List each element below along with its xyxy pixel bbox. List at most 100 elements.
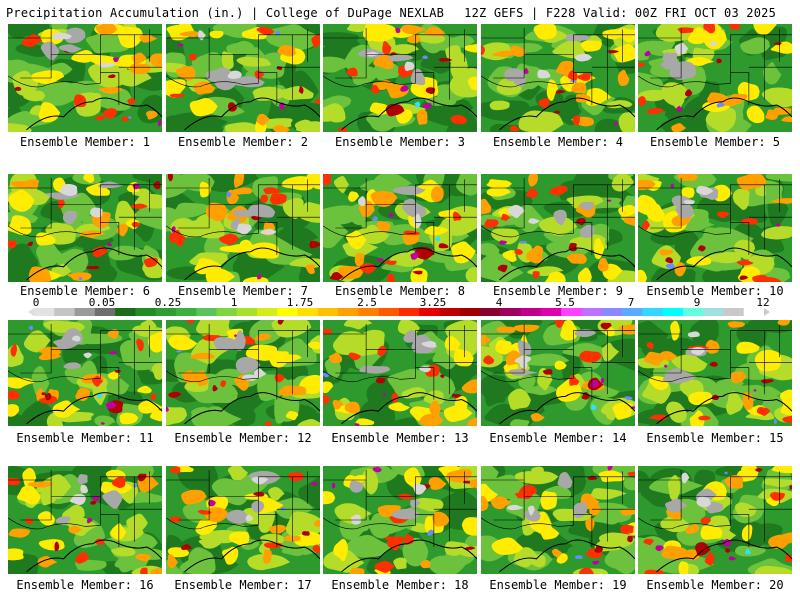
ensemble-member-caption: Ensemble Member: 11 xyxy=(16,431,154,445)
colorbar-segment xyxy=(257,308,278,316)
ensemble-member-caption: Ensemble Member: 17 xyxy=(174,578,312,592)
colorbar-segment xyxy=(682,308,704,316)
colorbar-segment xyxy=(196,308,217,316)
colorbar-tick-label: 1 xyxy=(230,296,238,309)
colorbar-segment xyxy=(115,308,136,316)
colorbar-segment xyxy=(155,308,177,316)
ensemble-member-caption: Ensemble Member: 14 xyxy=(489,431,627,445)
ensemble-map-panel xyxy=(638,24,792,132)
colorbar-right-arrow xyxy=(764,308,770,316)
colorbar-tick-label: 3.25 xyxy=(419,296,447,309)
precipitation-map xyxy=(8,24,162,132)
colorbar-segment xyxy=(94,308,116,316)
product-title: Precipitation Accumulation (in.) | Colle… xyxy=(6,6,445,20)
ensemble-member-caption: Ensemble Member: 13 xyxy=(331,431,469,445)
colorbar-tick-label: 0 xyxy=(32,296,40,309)
precipitation-map xyxy=(638,466,792,574)
ensemble-map-panel xyxy=(323,24,477,132)
precipitation-map xyxy=(638,24,792,132)
colorbar-segment xyxy=(480,308,501,316)
colorbar-segment xyxy=(378,308,400,316)
ensemble-map-panel xyxy=(638,174,792,282)
colorbar-segment xyxy=(642,308,664,316)
ensemble-member-caption: Ensemble Member: 10 xyxy=(646,284,784,298)
precipitation-map xyxy=(166,174,320,282)
colorbar-segment xyxy=(34,308,55,316)
colorbar-labels: 0 0.05 0.25 1 1.75 2.5 3.25 4 5.5 7 9 12 xyxy=(0,296,800,309)
ensemble-member-caption: Ensemble Member: 16 xyxy=(16,578,154,592)
ensemble-member-caption: Ensemble Member: 3 xyxy=(334,135,466,149)
ensemble-member-caption: Ensemble Member: 5 xyxy=(649,135,781,149)
colorbar-segment xyxy=(743,308,764,316)
ensemble-map-panel xyxy=(8,174,162,282)
colorbar-segment xyxy=(216,308,238,316)
ensemble-map-panel xyxy=(166,466,320,574)
colorbar-segment xyxy=(419,308,441,316)
precipitation-map xyxy=(8,320,162,426)
precipitation-map xyxy=(323,466,477,574)
colorbar-tick-label: 12 xyxy=(756,296,770,309)
colorbar-segment xyxy=(297,308,319,316)
colorbar-segment xyxy=(459,308,481,316)
ensemble-map-panel xyxy=(481,320,635,426)
colorbar-segment xyxy=(703,308,724,316)
ensemble-map-panel xyxy=(481,466,635,574)
precipitation-map xyxy=(323,174,477,282)
precipitation-map xyxy=(638,174,792,282)
colorbar-tick-label: 5.5 xyxy=(555,296,575,309)
ensemble-member-caption: Ensemble Member: 20 xyxy=(646,578,784,592)
ensemble-member-caption: Ensemble Member: 15 xyxy=(646,431,784,445)
precipitation-map xyxy=(481,466,635,574)
ensemble-member-caption: Ensemble Member: 8 xyxy=(334,284,466,298)
ensemble-map-panel xyxy=(323,466,477,574)
colorbar-segment xyxy=(561,308,582,316)
precipitation-map xyxy=(638,320,792,426)
colorbar-segment xyxy=(277,308,299,316)
ensemble-member-caption: Ensemble Member: 6 xyxy=(19,284,151,298)
colorbar-segment xyxy=(175,308,197,316)
colorbar-tick-label: 4 xyxy=(495,296,503,309)
ensemble-map-panel xyxy=(323,174,477,282)
precipitation-map xyxy=(166,24,320,132)
colorbar-segment xyxy=(399,308,420,316)
precipitation-map xyxy=(166,466,320,574)
colorbar-segment xyxy=(520,308,542,316)
precipitation-colorbar xyxy=(34,308,764,316)
ensemble-map-panel xyxy=(638,320,792,426)
model-run-info: 12Z GEFS | F228 Valid: 00Z FRI OCT 03 20… xyxy=(464,6,776,20)
colorbar-segment xyxy=(135,308,157,316)
precipitation-map xyxy=(323,24,477,132)
colorbar-tick-label: 2.5 xyxy=(357,296,377,309)
precipitation-map xyxy=(481,320,635,426)
ensemble-member-caption: Ensemble Member: 7 xyxy=(177,284,309,298)
ensemble-map-panel xyxy=(481,174,635,282)
colorbar-tick-label: 1.75 xyxy=(286,296,314,309)
precipitation-map xyxy=(8,466,162,574)
colorbar-segment xyxy=(54,308,76,316)
ensemble-member-caption: Ensemble Member: 12 xyxy=(174,431,312,445)
colorbar-segment xyxy=(500,308,522,316)
ensemble-member-caption: Ensemble Member: 9 xyxy=(492,284,624,298)
ensemble-map-panel xyxy=(323,320,477,426)
colorbar-segment xyxy=(622,308,643,316)
colorbar-segment xyxy=(236,308,258,316)
precipitation-map xyxy=(8,174,162,282)
colorbar-segment xyxy=(439,308,461,316)
colorbar-left-arrow xyxy=(28,308,34,316)
ensemble-map-panel xyxy=(638,466,792,574)
ensemble-member-caption: Ensemble Member: 1 xyxy=(19,135,151,149)
colorbar-segment xyxy=(723,308,745,316)
colorbar-segment xyxy=(540,308,562,316)
ensemble-member-caption: Ensemble Member: 4 xyxy=(492,135,624,149)
ensemble-member-caption: Ensemble Member: 2 xyxy=(177,135,309,149)
colorbar-segment xyxy=(581,308,603,316)
ensemble-member-caption: Ensemble Member: 18 xyxy=(331,578,469,592)
ensemble-map-panel xyxy=(8,466,162,574)
colorbar-segment xyxy=(317,308,339,316)
ensemble-map-panel xyxy=(166,320,320,426)
ensemble-member-caption: Ensemble Member: 19 xyxy=(489,578,627,592)
ensemble-map-panel xyxy=(166,174,320,282)
colorbar-tick-label: 9 xyxy=(693,296,701,309)
ensemble-map-panel xyxy=(8,320,162,426)
ensemble-map-panel xyxy=(166,24,320,132)
